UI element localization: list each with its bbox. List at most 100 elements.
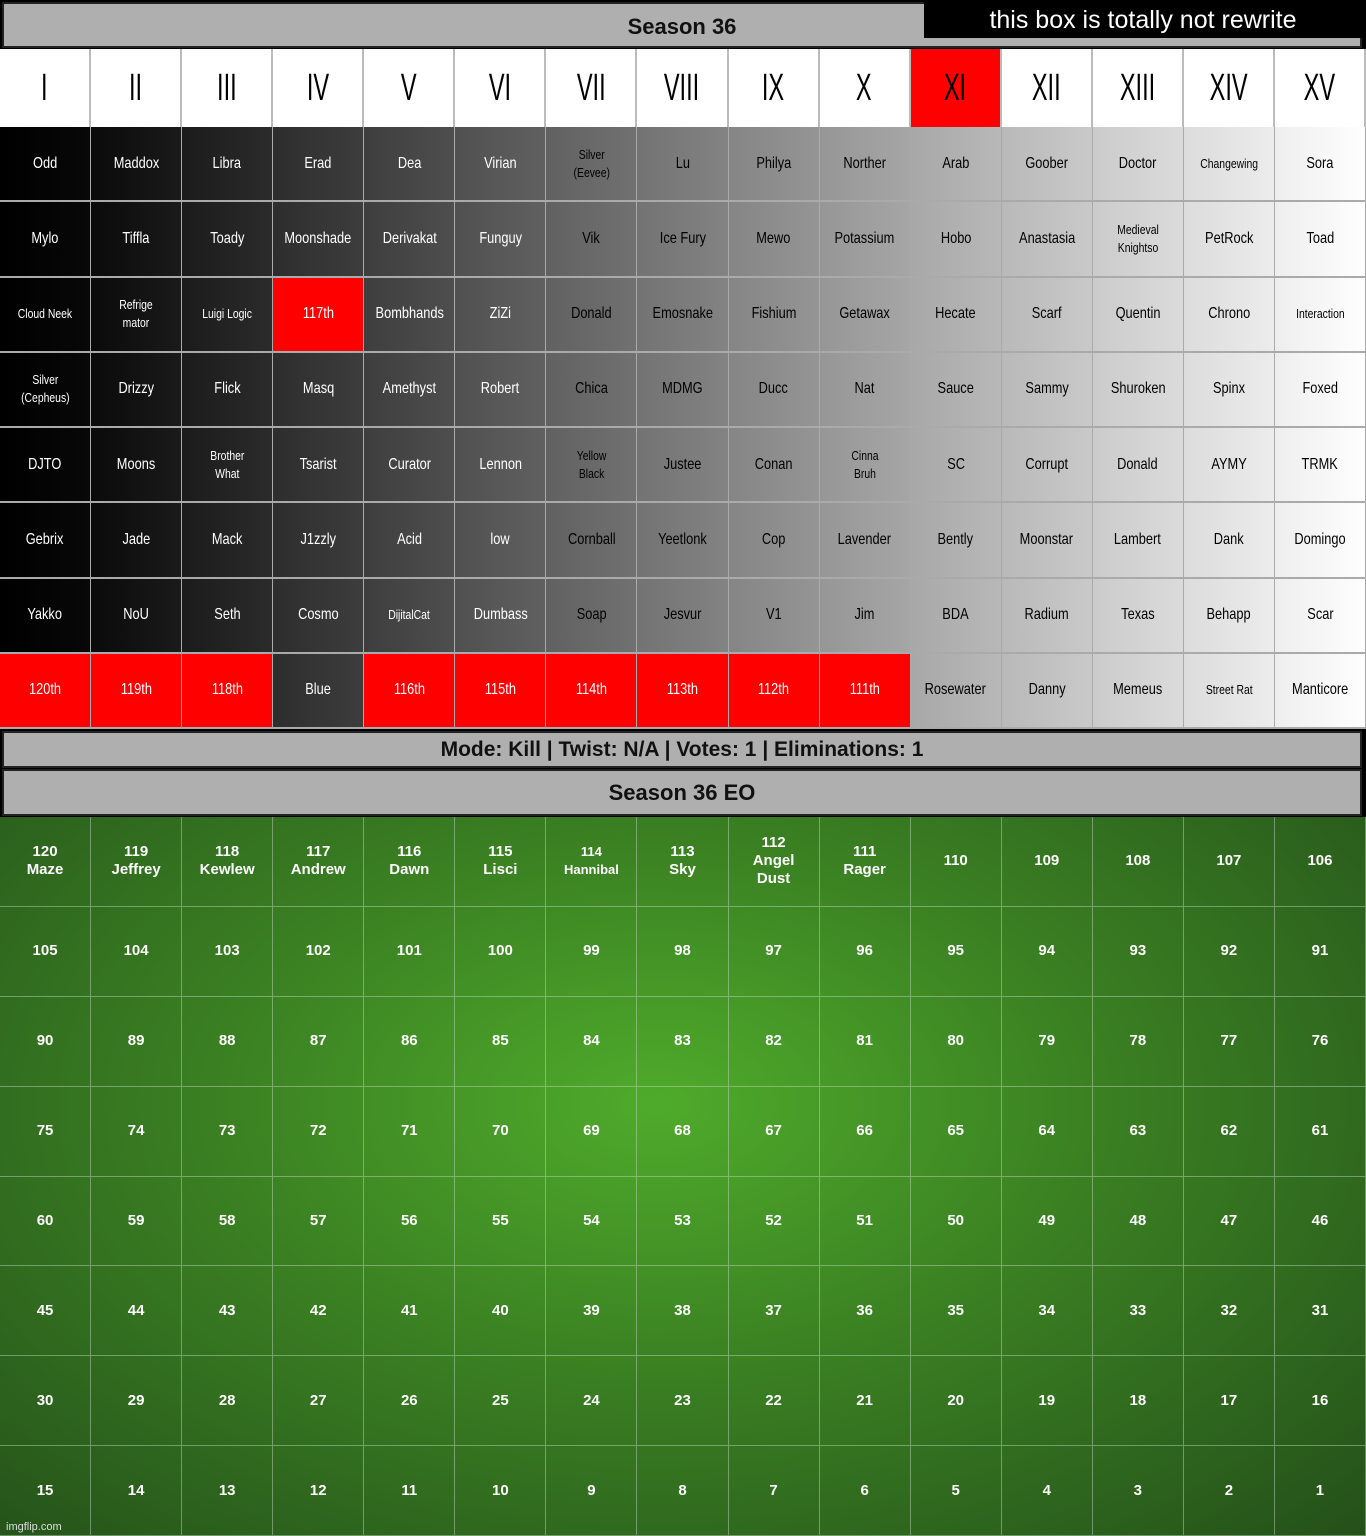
- contestant-cell: Drizzy: [91, 352, 183, 428]
- contestant-name: V1: [765, 606, 782, 624]
- elimination-slot: 76: [1274, 996, 1366, 1087]
- contestant-cell: Texas: [1092, 578, 1184, 654]
- eliminated-cell: 112th: [728, 653, 820, 729]
- contestant-name: Yakko: [27, 606, 63, 624]
- contestant-name: Amethyst: [382, 380, 436, 398]
- elimination-slot: 39: [546, 1266, 638, 1357]
- contestant-name: Dank: [1213, 530, 1244, 548]
- elimination-slot: 58: [182, 1176, 274, 1267]
- contestant-cell: Potassium: [819, 202, 911, 278]
- elimination-slot: 4: [1001, 1446, 1093, 1536]
- contestant-cell: Erad: [273, 127, 365, 203]
- elimination-slot: 5: [910, 1446, 1002, 1536]
- elimination-slot: 65: [910, 1086, 1002, 1177]
- contestant-name: Jim: [854, 606, 875, 624]
- contestant-name: Seth: [213, 606, 241, 624]
- elimination-slot: 19: [1001, 1356, 1093, 1447]
- contestant-name: Donald: [571, 305, 612, 323]
- elimination-slot: 108: [1092, 817, 1184, 907]
- elimination-slot: 46: [1274, 1176, 1366, 1267]
- contestant-cell: Nat: [819, 352, 911, 428]
- elimination-slot: 85: [455, 996, 547, 1087]
- contestant-cell: Scarf: [1001, 277, 1093, 353]
- eliminated-cell: 118th: [182, 653, 274, 729]
- season-title: Season 36: [627, 14, 737, 39]
- contestant-cell: Danny: [1001, 653, 1093, 729]
- contestant-cell: Jim: [819, 578, 911, 654]
- contestant-name: TRMK: [1301, 455, 1339, 473]
- elimination-slot: 70: [455, 1086, 547, 1177]
- column-header: VIII: [637, 49, 729, 127]
- contestant-name: Justee: [663, 455, 702, 473]
- contestant-cell: Cinna Bruh: [819, 428, 911, 504]
- contestant-name: 120th: [29, 681, 62, 699]
- contestant-name: Lu: [675, 154, 690, 172]
- contestant-name: Tiffla: [122, 229, 150, 247]
- contestant-cell: Lambert: [1092, 503, 1184, 579]
- elimination-slot: 120 Maze: [0, 817, 92, 907]
- elimination-slot: 32: [1183, 1266, 1275, 1357]
- elimination-slot: 100: [455, 906, 547, 997]
- elimination-slot: 60: [0, 1176, 92, 1267]
- contestant-cell: DJTO: [0, 428, 92, 504]
- elimination-slot: 2: [1183, 1446, 1275, 1536]
- contestant-cell: Moonshade: [273, 202, 365, 278]
- elimination-slot: 113 Sky: [637, 817, 729, 907]
- elimination-slot: 38: [637, 1266, 729, 1357]
- column-header-label: VIII: [664, 66, 700, 109]
- contestant-cell: Dank: [1183, 503, 1275, 579]
- contestant-name: Jade: [122, 530, 150, 548]
- contestant-cell: Street Rat: [1183, 653, 1275, 729]
- contestant-name: Arab: [942, 154, 970, 172]
- column-header-label: V: [400, 66, 417, 109]
- contestant-cell: Quentin: [1092, 277, 1184, 353]
- contestant-cell: Cosmo: [273, 578, 365, 654]
- contestant-cell: DijitalCat: [364, 578, 456, 654]
- contestant-cell: Ice Fury: [637, 202, 729, 278]
- contestant-cell: Funguy: [455, 202, 547, 278]
- column-header-label: XI: [944, 66, 967, 109]
- elimination-slot: 27: [273, 1356, 365, 1447]
- contestant-name: Silver (Eevee): [573, 146, 610, 180]
- elimination-slot: 71: [364, 1086, 456, 1177]
- contestant-name: Behapp: [1206, 606, 1251, 624]
- contestant-cell: Domingo: [1274, 503, 1366, 579]
- contestant-name: PetRock: [1204, 229, 1254, 247]
- elimination-slot: 20: [910, 1356, 1002, 1447]
- elimination-slot: 44: [91, 1266, 183, 1357]
- elimination-slot: 41: [364, 1266, 456, 1357]
- contestant-cell: Philya: [728, 127, 820, 203]
- contestant-name: Rosewater: [925, 681, 987, 699]
- contestant-cell: Donald: [546, 277, 638, 353]
- contestant-name: Robert: [481, 380, 520, 398]
- contestant-cell: Toad: [1274, 202, 1366, 278]
- elimination-slot: 7: [728, 1446, 820, 1536]
- column-header: VII: [546, 49, 638, 127]
- elimination-slot: 52: [728, 1176, 820, 1267]
- elimination-slot: 12: [273, 1446, 365, 1536]
- contestant-name: AYMY: [1211, 455, 1247, 473]
- elimination-slot: 88: [182, 996, 274, 1087]
- elimination-slot: 53: [637, 1176, 729, 1267]
- contestant-name: Bently: [937, 530, 974, 548]
- contestant-name: Donald: [1117, 455, 1159, 473]
- contestant-cell: Mack: [182, 503, 274, 579]
- contestant-name: Dumbass: [473, 606, 528, 624]
- column-header-label: IV: [306, 66, 329, 109]
- column-header-label: I: [41, 66, 48, 109]
- contestant-cell: Sammy: [1001, 352, 1093, 428]
- contestant-cell: Brother What: [182, 428, 274, 504]
- contestant-name: Silver (Cepheus): [20, 372, 70, 406]
- eo-title-bar: Season 36 EO: [2, 769, 1362, 816]
- contestant-name: Manticore: [1291, 681, 1349, 699]
- contestant-name: Gebrix: [26, 530, 64, 548]
- column-header-label: VII: [576, 66, 606, 109]
- contestant-cell: Maddox: [91, 127, 183, 203]
- contestant-cell: Shuroken: [1092, 352, 1184, 428]
- eliminated-cell: 111th: [819, 653, 911, 729]
- elimination-slot: 51: [819, 1176, 911, 1267]
- contestant-cell: Bombhands: [364, 277, 456, 353]
- contestant-name: Toady: [210, 229, 245, 247]
- contestant-name: Bombhands: [375, 305, 444, 323]
- contestant-name: Virian: [484, 154, 517, 172]
